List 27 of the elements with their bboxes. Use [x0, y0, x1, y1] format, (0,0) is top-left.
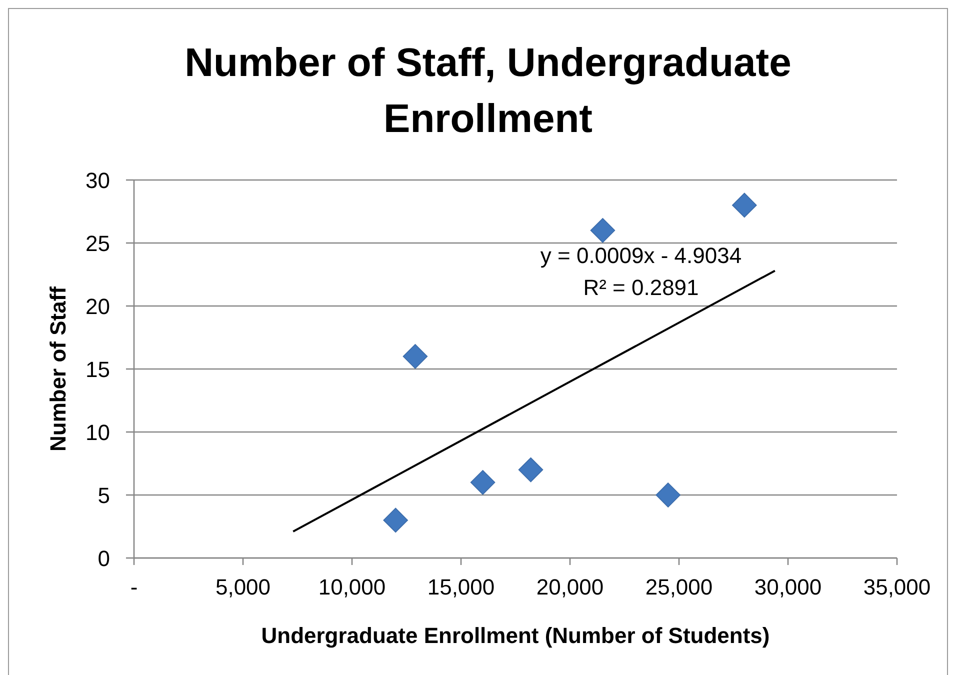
- y-tick-label: 20: [86, 294, 110, 319]
- x-tick-label: 5,000: [215, 574, 271, 600]
- y-tick-label: 25: [86, 230, 110, 256]
- chart-title: Number of Staff, Undergraduate Enrollment: [184, 40, 792, 143]
- annotation: R² = 0.2891: [582, 274, 700, 302]
- x-tick-label: 30,000: [754, 574, 822, 600]
- x-tick-label: 10,000: [318, 574, 386, 600]
- x-tick-label: 35,000: [863, 574, 931, 600]
- y-tick-label: 5: [98, 482, 110, 508]
- y-tick-label: 30: [86, 168, 110, 193]
- point: [402, 344, 428, 369]
- x-tick-label: 25,000: [645, 574, 713, 600]
- point: [732, 192, 757, 218]
- point: [590, 218, 616, 243]
- point: [383, 508, 408, 533]
- annotation: y = 0.0009x - 4.9034: [539, 242, 743, 270]
- point: [518, 457, 544, 482]
- x-tick-label: 15,000: [427, 574, 495, 600]
- x-tick-label: 20,000: [536, 574, 604, 600]
- y-tick-label: 10: [86, 420, 110, 445]
- y-tick-label: 15: [86, 356, 110, 382]
- y-axis-title: Number of Staff: [45, 286, 70, 452]
- x-tick-label: -: [130, 574, 138, 600]
- point: [656, 482, 680, 508]
- point: [470, 470, 496, 495]
- y-tick-label: 0: [98, 546, 110, 571]
- x-axis-title: Undergraduate Enrollment (Number of Students): [261, 623, 770, 648]
